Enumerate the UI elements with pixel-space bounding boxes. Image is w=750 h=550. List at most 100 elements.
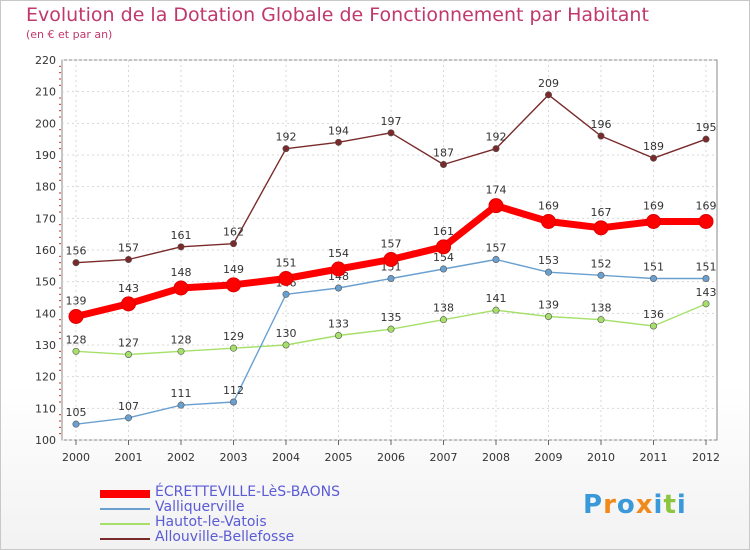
data-label: 105: [66, 406, 87, 419]
data-point: [383, 252, 399, 267]
legend-entry: ÉCRETTEVILLE-LèS-BAONS: [155, 484, 341, 500]
logo-letter: i: [653, 490, 664, 520]
data-label: 187: [433, 147, 454, 160]
data-point: [492, 255, 500, 263]
x-tick-label: 2000: [62, 451, 90, 464]
data-label: 148: [171, 266, 192, 279]
data-point: [544, 312, 552, 320]
y-tick-label: 160: [35, 244, 56, 257]
x-tick-label: 2008: [482, 451, 510, 464]
data-label: 135: [381, 311, 402, 324]
data-point: [230, 398, 238, 406]
data-point: [177, 243, 185, 251]
data-point: [492, 306, 500, 314]
data-point: [282, 145, 290, 153]
chart-subtitle: (en € et par an): [26, 28, 113, 41]
x-tick-label: 2004: [272, 451, 300, 464]
data-label: 139: [66, 295, 87, 308]
data-label: 112: [223, 384, 244, 397]
data-label: 167: [591, 206, 612, 219]
data-point: [121, 296, 136, 312]
data-label: 111: [171, 387, 192, 400]
y-tick-label: 220: [35, 54, 56, 67]
data-point: [177, 347, 185, 355]
data-point: [230, 344, 238, 352]
data-label: 154: [328, 247, 349, 260]
data-point: [646, 214, 661, 229]
data-point: [177, 401, 185, 409]
x-tick-label: 2005: [325, 451, 353, 464]
data-point: [702, 135, 710, 143]
data-point: [544, 268, 552, 276]
data-point: [488, 198, 504, 214]
data-label: 161: [171, 229, 192, 242]
data-label: 209: [538, 77, 559, 90]
data-point: [331, 261, 346, 277]
data-label: 143: [118, 282, 139, 295]
data-point: [702, 300, 710, 308]
data-label: 192: [486, 131, 507, 144]
data-point: [72, 347, 80, 355]
logo-letter: o: [616, 490, 636, 520]
y-tick-label: 130: [35, 339, 56, 352]
y-tick-label: 120: [35, 371, 56, 384]
data-point: [334, 331, 342, 339]
logo-letter: P: [583, 490, 604, 520]
data-label: 195: [696, 121, 717, 134]
data-point: [698, 214, 714, 229]
data-point: [702, 274, 710, 282]
data-point: [125, 255, 133, 263]
data-point: [334, 284, 342, 292]
data-point: [226, 277, 241, 293]
data-point: [230, 240, 238, 248]
logo-letter: t: [663, 490, 677, 520]
data-point: [387, 129, 395, 137]
data-point: [387, 325, 395, 333]
data-point: [649, 322, 657, 330]
data-point: [436, 239, 451, 255]
data-point: [72, 420, 80, 428]
data-label: 197: [381, 115, 402, 128]
data-point: [68, 309, 84, 324]
data-point: [597, 271, 605, 279]
data-label: 153: [538, 254, 559, 267]
x-tick-label: 2012: [692, 451, 720, 464]
data-label: 128: [171, 333, 192, 346]
data-label: 157: [381, 238, 402, 251]
y-tick-label: 150: [35, 276, 56, 289]
data-label: 138: [591, 302, 612, 315]
data-point: [125, 414, 133, 422]
y-tick-label: 210: [35, 86, 56, 99]
data-label: 128: [66, 333, 87, 346]
data-label: 169: [643, 200, 664, 213]
data-point: [439, 265, 447, 273]
x-tick-label: 2006: [377, 451, 405, 464]
legend-entry: Hautot-le-Vatois: [155, 514, 267, 530]
data-label: 151: [696, 261, 717, 274]
data-label: 151: [276, 257, 297, 270]
data-point: [593, 220, 609, 236]
data-point: [278, 271, 294, 286]
data-label: 152: [591, 257, 612, 270]
data-point: [334, 138, 342, 146]
data-label: 196: [591, 118, 612, 131]
y-tick-label: 170: [35, 212, 56, 225]
data-label: 127: [118, 337, 139, 350]
data-point: [387, 274, 395, 282]
data-point: [649, 274, 657, 282]
data-point: [72, 259, 80, 267]
chart-title: Evolution de la Dotation Globale de Fonc…: [26, 4, 649, 26]
data-label: 107: [118, 400, 139, 413]
data-label: 169: [696, 200, 717, 213]
y-tick-label: 180: [35, 181, 56, 194]
x-tick-label: 2009: [535, 451, 563, 464]
data-label: 189: [643, 140, 664, 153]
y-tick-label: 190: [35, 149, 56, 162]
data-point: [282, 290, 290, 298]
data-label: 169: [538, 200, 559, 213]
data-label: 141: [486, 292, 507, 305]
x-tick-label: 2002: [167, 451, 195, 464]
data-label: 136: [643, 308, 664, 321]
data-label: 143: [696, 286, 717, 299]
